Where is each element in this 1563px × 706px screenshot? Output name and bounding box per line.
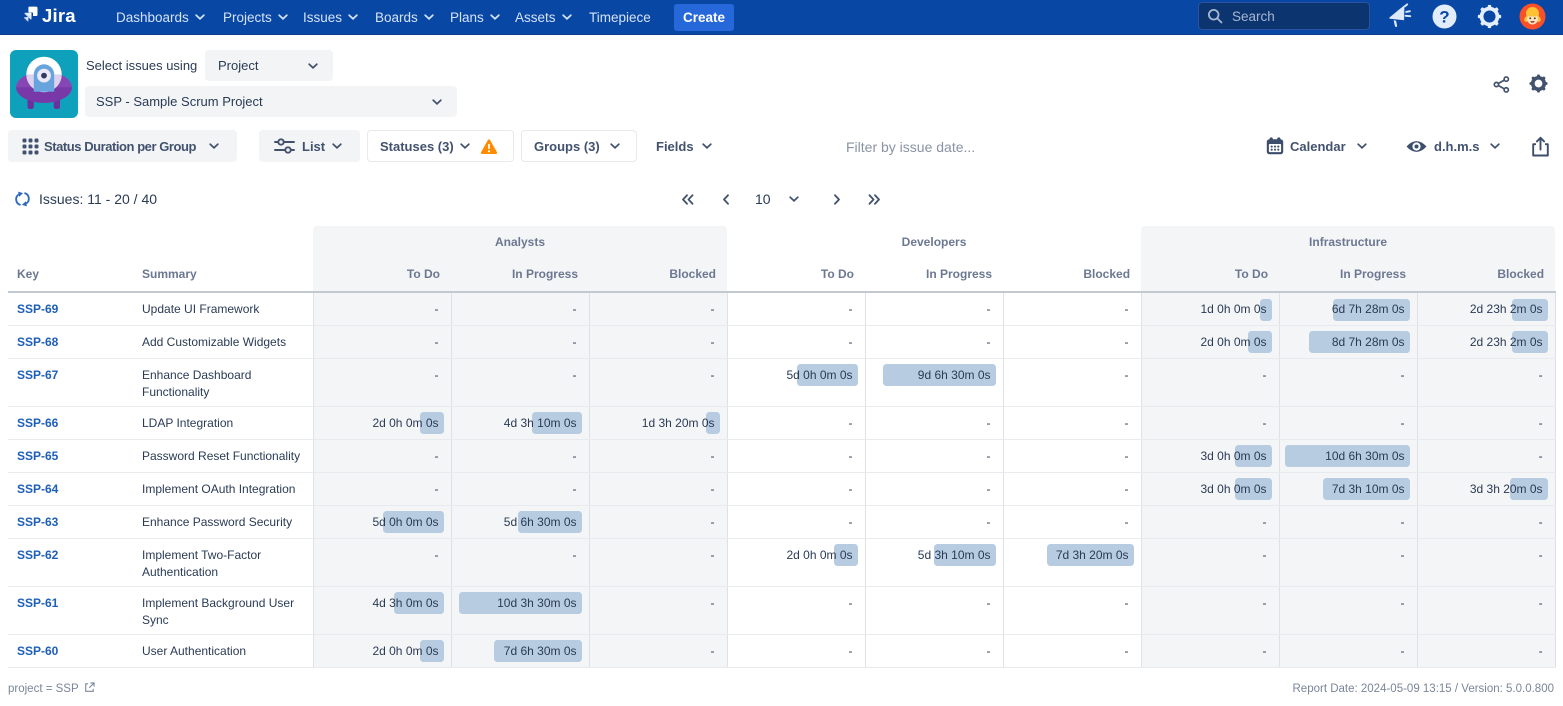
svg-text:?: ? [1439,8,1449,27]
